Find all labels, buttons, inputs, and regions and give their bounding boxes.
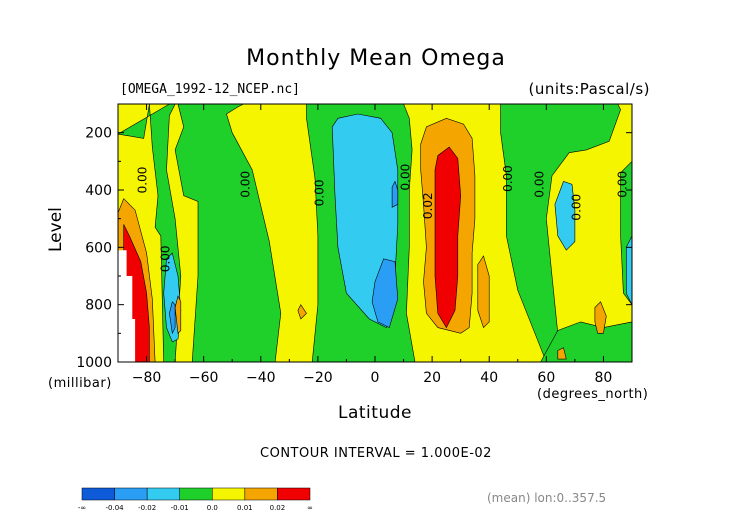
contour-fill-layer — [117, 103, 633, 363]
colorbar-tick-label: -0.04 — [106, 504, 125, 512]
colorbar-tick-label: 0.0 — [207, 504, 218, 512]
contour-label: 0.00 — [570, 194, 584, 221]
y-tick-label: 1000 — [76, 355, 112, 371]
y-tick-label: 200 — [85, 126, 112, 142]
y-tick-label: 600 — [85, 240, 112, 256]
contour-labels-layer: 0.00 0.00 0.00 0.00 0.00 0.02 0.00 0.00 0.00 0.00 — [136, 164, 630, 272]
colorbar-swatch — [81, 487, 115, 501]
y-axis-unit: (millibar) — [48, 376, 112, 391]
colorbar-swatch — [277, 487, 311, 501]
x-tick-label: 80 — [595, 370, 613, 386]
contour-label: 0.00 — [532, 171, 546, 198]
colorbar-swatch — [146, 487, 180, 501]
colorbar-tick-label: -0.02 — [138, 504, 156, 512]
contour-region-13 — [391, 180, 399, 208]
colorbar-tick-label: 0.02 — [270, 504, 286, 512]
x-tick-label: 0 — [371, 370, 380, 386]
colorbar-swatch — [244, 487, 278, 501]
contour-region-12 — [169, 301, 176, 335]
x-tick-label: −60 — [189, 370, 219, 386]
contour-label: 0.00 — [615, 171, 629, 198]
colorbar-tick-label: -0.01 — [171, 504, 189, 512]
contour-region-20 — [174, 295, 182, 334]
contour-label: 0.00 — [398, 164, 412, 191]
contour-region-2 — [174, 103, 282, 363]
contour-label: 0.00 — [158, 245, 172, 272]
units-label: (units:Pascal/s) — [528, 80, 650, 98]
contour-region-19 — [297, 304, 307, 320]
contour-region-22 — [434, 146, 462, 329]
chart-title: Monthly Mean Omega — [246, 46, 506, 71]
colorbar-swatch — [212, 487, 246, 501]
contour-label: 0.00 — [313, 180, 327, 207]
contour-label: 0.00 — [501, 165, 515, 192]
y-tick-label: 800 — [85, 298, 112, 314]
y-axis-label: Level — [46, 207, 66, 252]
contour-region-16 — [477, 255, 490, 329]
x-tick-label: 60 — [537, 370, 555, 386]
x-tick-label: −20 — [303, 370, 333, 386]
x-axis-unit: (degrees_north) — [537, 387, 649, 402]
contour-region-18 — [557, 347, 567, 360]
contour-interval-text: CONTOUR INTERVAL = 1.000E-02 — [260, 446, 492, 461]
contour-region-17 — [594, 301, 607, 334]
mean-info-text: (mean) lon:0..357.5 — [487, 491, 607, 505]
x-tick-label: −80 — [132, 370, 162, 386]
contour-label: 0.00 — [238, 171, 252, 198]
file-label: [OMEGA_1992-12_NCEP.nc] — [120, 82, 301, 97]
colorbar-tick-label: -∞ — [78, 504, 86, 512]
colorbar-swatch — [114, 487, 148, 501]
x-axis-label: Latitude — [338, 403, 412, 423]
x-tick-label: 20 — [423, 370, 441, 386]
contour-label: 0.00 — [136, 167, 150, 194]
contour-region-23 — [118, 250, 136, 362]
colorbar-tick-label: 0.01 — [237, 504, 253, 512]
y-tick-label: 400 — [85, 183, 112, 199]
x-tick-label: −40 — [246, 370, 276, 386]
colorbar-tick-label: ∞ — [307, 504, 313, 512]
axes-layer: −80 −60 −40 −20 0 20 40 60 80 200 400 600 800 1000 — [76, 103, 633, 386]
contour-region-4 — [500, 103, 621, 363]
colorbar-swatch — [179, 487, 213, 501]
contour-region-11 — [371, 258, 399, 329]
x-tick-label: 40 — [480, 370, 498, 386]
contour-region-9 — [554, 181, 576, 251]
contour-label: 0.02 — [421, 192, 435, 219]
